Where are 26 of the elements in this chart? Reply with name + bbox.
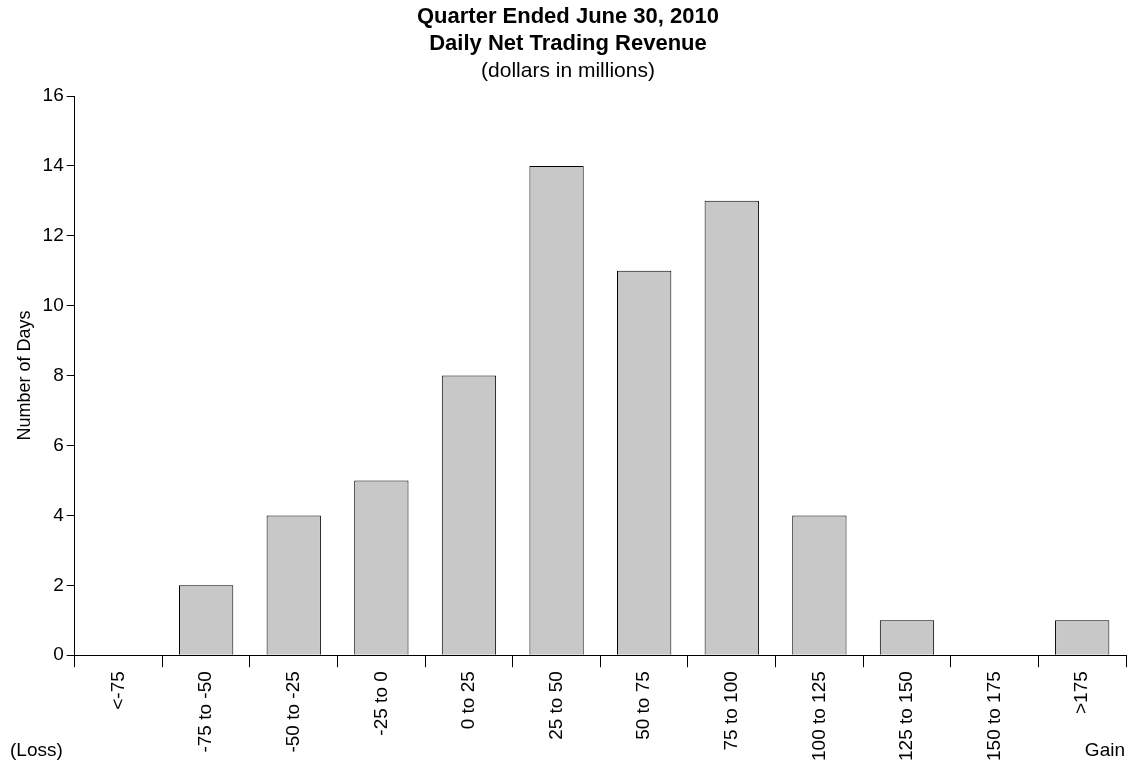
y-tick-label: 10: [42, 293, 64, 315]
x-tick-label: -25 to 0: [369, 671, 391, 736]
x-tick-label: 150 to 175: [982, 671, 1004, 762]
y-tick-label: 2: [53, 573, 64, 595]
y-tick-label: 0: [53, 643, 64, 665]
y-tick-label: 6: [53, 433, 64, 455]
x-tick-label: 125 to 150: [895, 671, 917, 762]
x-tick-label: 0 to 25: [457, 671, 479, 730]
y-tick-label: 14: [42, 154, 65, 176]
x-tick-label: >175: [1070, 671, 1092, 714]
text: Gain: [1084, 738, 1125, 760]
y-tick-label: 16: [42, 84, 64, 106]
x-tick-label: -75 to -50: [194, 671, 216, 753]
x-tick-label: 100 to 125: [807, 671, 829, 762]
y-tick-label: 8: [53, 363, 64, 385]
y-axis-title: Number of Days: [13, 310, 34, 441]
chart-title: Quarter Ended June 30, 2010 Daily Net Trading Revenue: [416, 3, 720, 55]
text: (Loss): [10, 738, 63, 760]
chart-subtitle: (dollars in millions): [481, 58, 655, 82]
x-tick-label: 75 to 100: [720, 671, 742, 751]
x-tick-label: 25 to 50: [544, 671, 566, 740]
y-tick-label: 12: [42, 224, 64, 246]
x-tick-label: 50 to 75: [632, 671, 654, 740]
x-tick-label: <-75: [106, 671, 128, 710]
x-tick-label: -50 to -25: [281, 671, 303, 753]
y-tick-label: 4: [53, 503, 65, 525]
